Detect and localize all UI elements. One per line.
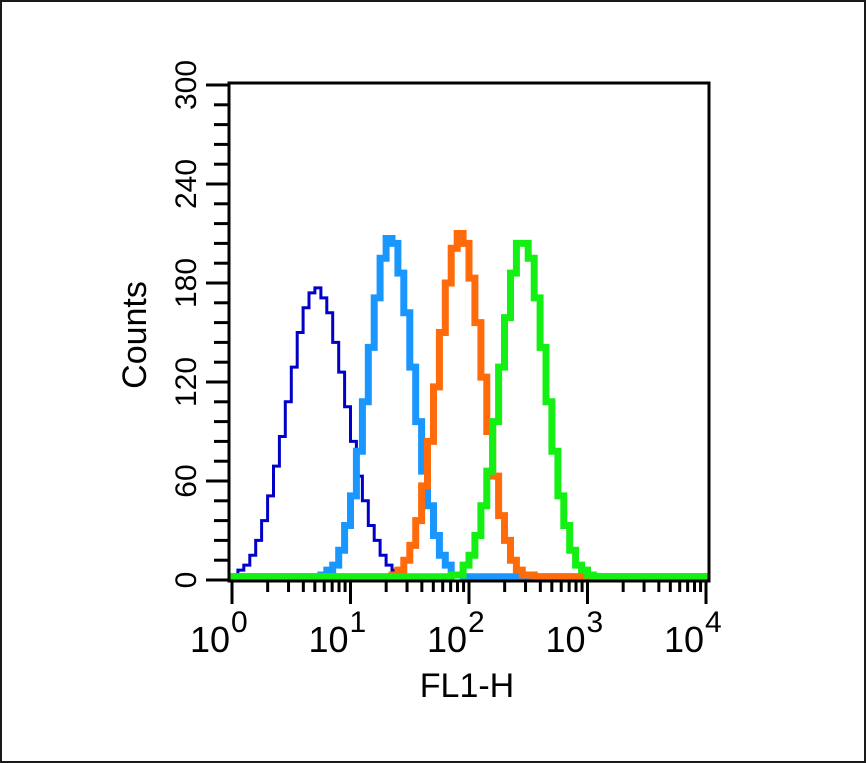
y-axis: 0 60 120 180 240 300 — [170, 60, 229, 588]
y-tick-label: 300 — [170, 60, 203, 110]
x-axis: 10 0 10 1 10 2 10 3 10 4 — [190, 581, 722, 660]
y-tick-label: 240 — [170, 159, 203, 209]
x-tick-label: 10 — [308, 619, 348, 660]
histogram-curves — [228, 230, 710, 581]
x-tick-exponent: 0 — [231, 606, 248, 639]
y-axis-title: Counts — [116, 281, 154, 389]
y-tick-label: 60 — [170, 464, 203, 497]
x-tick-label: 10 — [190, 619, 230, 660]
x-tick-label: 10 — [664, 619, 704, 660]
x-axis-title: FL1-H — [420, 667, 514, 705]
histogram-series-1a96ff — [228, 235, 710, 581]
y-tick-label: 180 — [170, 258, 203, 308]
x-tick-exponent: 1 — [350, 606, 367, 639]
x-tick-exponent: 4 — [705, 606, 722, 639]
histogram-series-0000c8 — [230, 286, 708, 579]
histogram-series-ff6a0a — [228, 230, 710, 581]
x-tick-label: 10 — [545, 619, 585, 660]
x-tick-exponent: 2 — [468, 606, 485, 639]
y-tick-label: 0 — [170, 572, 203, 589]
histogram-series-14f014 — [228, 239, 710, 581]
x-tick-label: 10 — [427, 619, 467, 660]
y-tick-label: 120 — [170, 357, 203, 407]
x-tick-exponent: 3 — [587, 606, 604, 639]
